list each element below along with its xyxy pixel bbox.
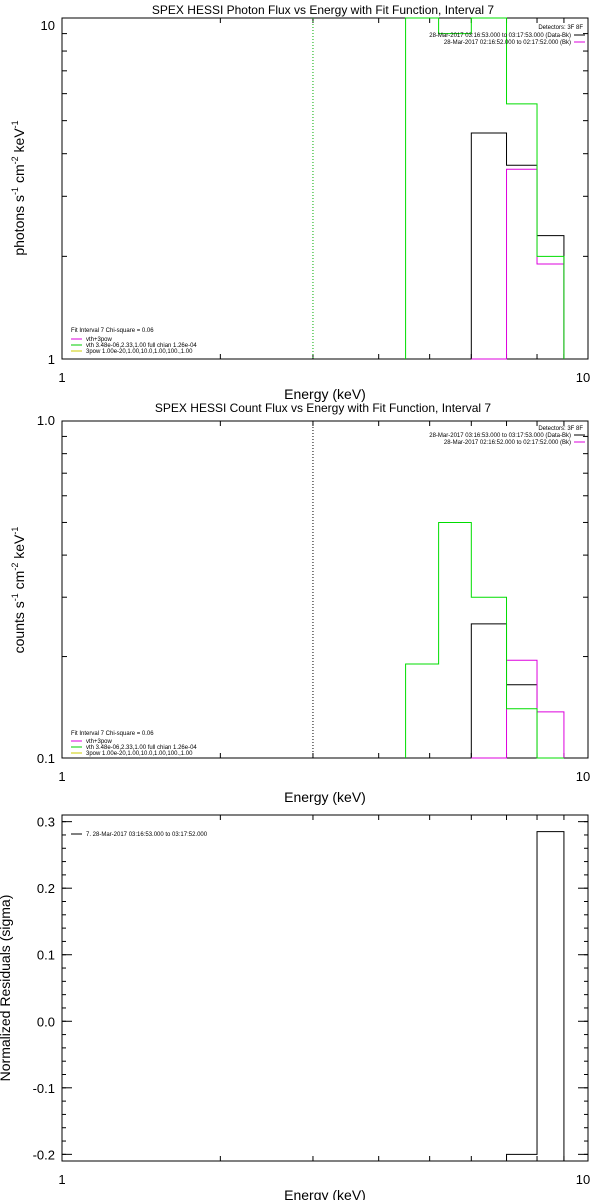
residuals-ylabel: Normalized Residuals (sigma) xyxy=(0,895,13,1082)
residuals-xtick-1: 1 xyxy=(58,1172,65,1187)
photon-flux-xtick-1: 1 xyxy=(58,370,65,385)
photon-flux-ytick-1: 1 xyxy=(48,352,55,367)
fit-info-line: vth+3pow xyxy=(86,739,113,745)
fit-info-line: Fit Interval 7 Chi-square = 0.06 xyxy=(71,731,154,737)
photon-flux-legend-title: Detectors: 3F 8F xyxy=(538,25,583,31)
photon-flux-fit-info: Fit Interval 7 Chi-square = 0.06 vth+3po… xyxy=(71,328,197,355)
residuals-series-line xyxy=(506,831,565,1161)
fit-info-line: Fit Interval 7 Chi-square = 0.06 xyxy=(71,328,154,334)
fit-info-line: vth 3.48e-06,2.33,1.00 full chian 1.26e-… xyxy=(86,745,197,751)
photon-flux-series-2-line xyxy=(471,168,565,360)
residuals-ytick-label: 0.2 xyxy=(37,881,55,896)
count-flux-ytick-0.1: 0.1 xyxy=(37,751,55,766)
count-flux-plot-frame xyxy=(61,420,589,759)
photon-flux-xtick-10: 10 xyxy=(576,370,590,385)
residuals-plot-frame xyxy=(61,814,589,1162)
count-flux-legend: Detectors: 3F 8F 28-Mar-2017 03:16:53.00… xyxy=(429,426,585,446)
residuals-xtick-10: 10 xyxy=(576,1172,590,1187)
photon-flux-title: SPEX HESSI Photon Flux vs Energy with Fi… xyxy=(152,3,494,17)
count-flux-panel: SPEX HESSI Count Flux vs Energy with Fit… xyxy=(10,401,590,805)
photon-flux-ytick-10: 10 xyxy=(41,18,55,33)
fit-info-line: 3pow 1.00e-20,1.00,10.0,1.00,100.,1.00 xyxy=(86,751,193,757)
count-flux-series-1-line xyxy=(470,623,564,759)
fit-info-line: vth 3.48e-06,2.33,1.00 full chian 1.26e-… xyxy=(86,343,197,349)
photon-flux-panel: SPEX HESSI Photon Flux vs Energy with Fi… xyxy=(10,3,590,402)
residuals-ytick-label: 0.3 xyxy=(37,815,55,830)
photon-flux-series-3-line xyxy=(405,17,565,359)
count-flux-legend-entry: 28-Mar-2017 03:16:53.000 to 03:17:53.000… xyxy=(429,433,571,439)
residuals-ytick-label: 0.0 xyxy=(37,1014,55,1029)
photon-flux-ylabel: photons s-1 cm-2 keV-1 xyxy=(10,120,27,255)
photon-flux-legend-entry: 28-Mar-2017 03:16:53.000 to 03:17:53.000… xyxy=(429,33,571,39)
count-flux-ylabel: counts s-1 cm-2 keV-1 xyxy=(10,527,27,654)
count-flux-legend-entry: 28-Mar-2017 02:16:52.000 to 02:17:52.000… xyxy=(444,440,571,446)
photon-flux-plot-frame xyxy=(61,17,589,360)
photon-flux-series-1-line xyxy=(470,132,565,359)
count-flux-title: SPEX HESSI Count Flux vs Energy with Fit… xyxy=(155,401,491,415)
residuals-ytick-label: -0.1 xyxy=(33,1081,55,1096)
residuals-xlabel: Energy (keV) xyxy=(284,1187,366,1200)
count-flux-series-3-line xyxy=(405,521,564,759)
residuals-legend: 7. 28-Mar-2017 03:16:53.000 to 03:17:52.… xyxy=(71,832,208,838)
count-flux-xtick-1: 1 xyxy=(58,769,65,784)
fit-info-line: vth+3pow xyxy=(86,337,113,343)
fit-info-line: 3pow 1.00e-20,1.00,10.0,1.00,100.,1.00 xyxy=(86,349,193,355)
photon-flux-xlabel: Energy (keV) xyxy=(284,386,366,402)
residuals-ytick-label: -0.2 xyxy=(33,1147,55,1162)
count-flux-fit-info: Fit Interval 7 Chi-square = 0.06 vth+3po… xyxy=(71,731,197,757)
count-flux-xlabel: Energy (keV) xyxy=(284,789,366,805)
residuals-panel: 0.3 0.2 0.1 0.0 -0.1 -0.2 1 10 Energy (keV) N… xyxy=(0,814,590,1200)
count-flux-legend-title: Detectors: 3F 8F xyxy=(538,426,583,432)
residuals-legend-entry: 7. 28-Mar-2017 03:16:53.000 to 03:17:52.… xyxy=(86,832,208,838)
residuals-ytick-label: 0.1 xyxy=(37,948,55,963)
count-flux-xtick-10: 10 xyxy=(576,769,590,784)
photon-flux-legend-entry: 28-Mar-2017 02:16:52.000 to 02:17:52.000… xyxy=(444,40,571,46)
photon-flux-legend: Detectors: 3F 8F 28-Mar-2017 03:16:53.00… xyxy=(429,25,585,46)
count-flux-series-2-line xyxy=(471,659,565,759)
count-flux-ytick-1: 1.0 xyxy=(37,413,55,428)
